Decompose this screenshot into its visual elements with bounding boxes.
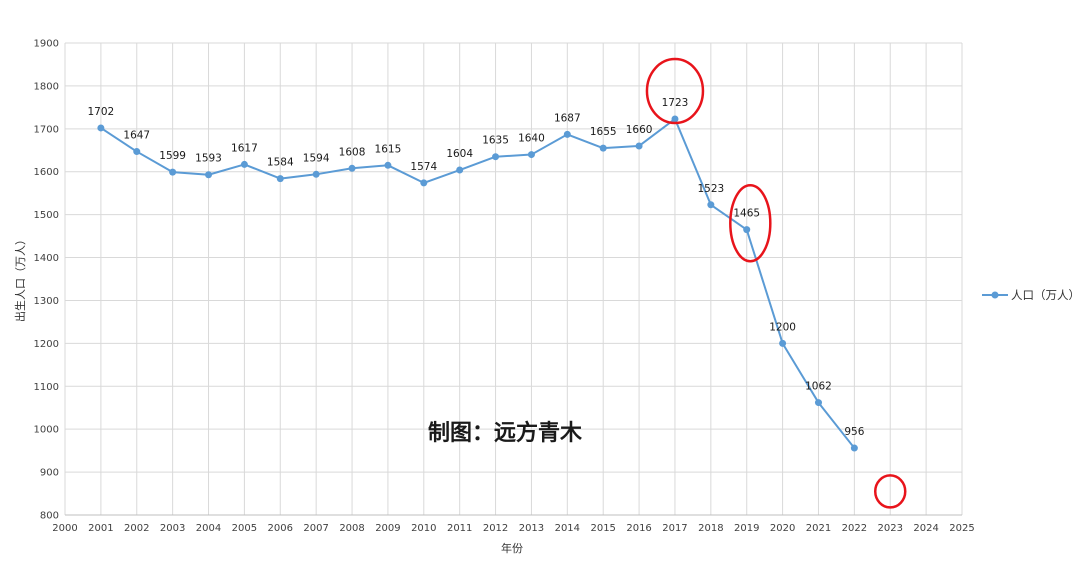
x-tick-label: 2008 xyxy=(339,523,364,534)
data-point xyxy=(240,160,248,168)
data-label: 1593 xyxy=(195,153,222,165)
data-label: 956 xyxy=(844,426,864,438)
x-tick-label: 2013 xyxy=(519,523,544,534)
x-tick-label: 2010 xyxy=(411,523,436,534)
x-tick-label: 2009 xyxy=(375,523,400,534)
x-tick-label: 2022 xyxy=(842,523,867,534)
grid xyxy=(64,42,963,516)
data-point xyxy=(312,170,320,178)
data-point xyxy=(635,142,643,150)
data-label: 1647 xyxy=(123,130,150,142)
x-tick-label: 2024 xyxy=(913,523,938,534)
legend-label: 人口（万人） xyxy=(1011,288,1080,302)
data-point xyxy=(814,399,822,407)
x-tick-label: 2006 xyxy=(268,523,293,534)
y-tick-label: 900 xyxy=(40,468,59,479)
data-point xyxy=(456,166,464,174)
x-tick-label: 2020 xyxy=(770,523,795,534)
highlight-circle xyxy=(873,474,907,509)
y-tick-label: 1000 xyxy=(34,425,59,436)
axis-ticks: 800 900 1000 1100 1200 1300 1400 1500 1600 1700 18… xyxy=(34,39,975,535)
data-point xyxy=(97,124,105,132)
data-label: 1615 xyxy=(375,143,402,155)
series-layer: 1702 1647 1599 1593 1617 1584 1594 1608 1615 1574… xyxy=(88,97,865,452)
data-label: 1062 xyxy=(805,381,832,393)
data-label: 1604 xyxy=(446,148,473,160)
y-axis-title: 出生人口（万人） xyxy=(13,234,27,322)
data-point xyxy=(527,151,535,159)
x-tick-label: 2007 xyxy=(303,523,328,534)
legend: 人口（万人） xyxy=(982,288,1080,302)
watermark-text: 制图：远方青木 xyxy=(428,420,583,446)
data-label: 1584 xyxy=(267,157,294,169)
data-label: 1635 xyxy=(482,135,509,147)
data-point xyxy=(563,130,571,138)
x-tick-label: 2021 xyxy=(806,523,831,534)
data-label: 1655 xyxy=(590,126,617,138)
data-label: 1687 xyxy=(554,112,581,124)
data-point xyxy=(850,444,858,452)
data-point xyxy=(276,175,284,183)
y-tick-label: 1700 xyxy=(34,124,59,135)
x-tick-label: 2017 xyxy=(662,523,687,534)
y-tick-label: 1600 xyxy=(34,167,59,178)
data-label: 1200 xyxy=(769,321,796,333)
x-tick-label: 2011 xyxy=(447,523,472,534)
data-point xyxy=(169,168,177,176)
y-tick-label: 1300 xyxy=(34,296,59,307)
x-tick-label: 2016 xyxy=(626,523,651,534)
data-point xyxy=(743,226,751,234)
highlight-circle xyxy=(645,57,705,125)
y-tick-label: 1900 xyxy=(34,39,59,50)
data-point xyxy=(348,164,356,172)
data-label: 1640 xyxy=(518,133,545,145)
highlight-circle xyxy=(729,183,772,263)
data-label: 1574 xyxy=(410,161,437,173)
data-label: 1702 xyxy=(88,106,115,118)
x-tick-label: 2015 xyxy=(590,523,615,534)
x-tick-label: 2005 xyxy=(232,523,257,534)
x-tick-label: 2023 xyxy=(878,523,903,534)
y-tick-label: 1400 xyxy=(34,253,59,264)
x-tick-label: 2002 xyxy=(124,523,149,534)
series-line xyxy=(100,117,856,449)
x-axis-title: 年份 xyxy=(501,541,523,555)
data-label: 1617 xyxy=(231,142,258,154)
x-tick-label: 2025 xyxy=(949,523,974,534)
data-point xyxy=(205,171,213,179)
x-tick-label: 2004 xyxy=(196,523,221,534)
x-tick-label: 2000 xyxy=(52,523,77,534)
data-point xyxy=(707,201,715,209)
data-label: 1660 xyxy=(626,124,653,136)
y-tick-label: 800 xyxy=(40,511,59,522)
data-label: 1465 xyxy=(733,208,760,220)
y-tick-label: 1500 xyxy=(34,210,59,221)
x-tick-label: 2018 xyxy=(698,523,723,534)
annotations xyxy=(645,57,907,509)
y-tick-label: 1800 xyxy=(34,81,59,92)
data-point xyxy=(420,179,428,187)
data-point xyxy=(599,144,607,152)
data-point xyxy=(133,148,141,156)
y-tick-label: 1100 xyxy=(34,382,59,393)
legend-marker xyxy=(991,291,999,299)
x-tick-label: 2001 xyxy=(88,523,113,534)
data-point xyxy=(384,161,392,169)
x-tick-label: 2012 xyxy=(483,523,508,534)
y-tick-label: 1200 xyxy=(34,339,59,350)
data-point xyxy=(492,153,500,161)
data-label: 1723 xyxy=(662,97,689,109)
x-tick-label: 2014 xyxy=(555,523,580,534)
data-label: 1599 xyxy=(159,150,186,162)
data-label: 1594 xyxy=(303,152,330,164)
x-tick-label: 2003 xyxy=(160,523,185,534)
x-tick-label: 2019 xyxy=(734,523,759,534)
data-label: 1523 xyxy=(697,183,724,195)
data-point xyxy=(779,339,787,347)
data-point xyxy=(671,115,679,123)
data-label: 1608 xyxy=(339,146,366,158)
